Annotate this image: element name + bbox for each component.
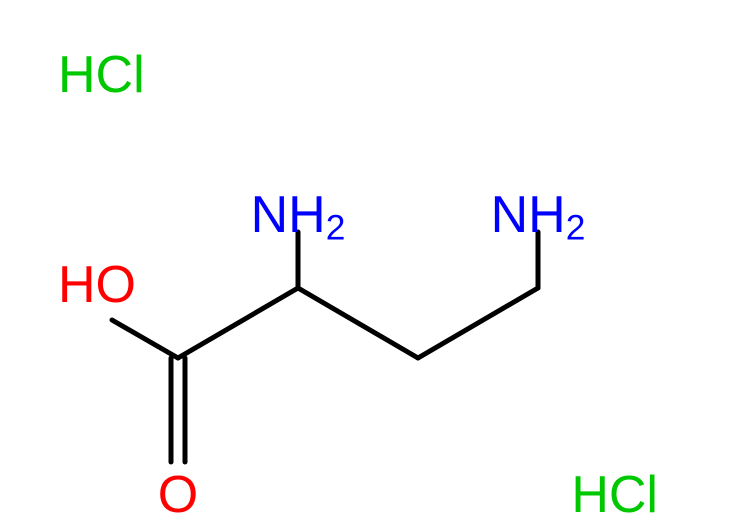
atom-label-n2: NH2 — [491, 186, 586, 248]
atom-label-main: HCl — [58, 46, 145, 104]
bond-4 — [298, 288, 418, 358]
molecule-canvas: HOONH2NH2HClHCl — [0, 0, 740, 523]
atom-label-hcl1: HCl — [58, 46, 145, 104]
bond-0 — [112, 320, 178, 358]
atom-label-o2: O — [158, 466, 198, 523]
bond-5 — [418, 288, 538, 358]
atom-label-main: NH — [491, 186, 566, 244]
atom-label-n1: NH2 — [251, 186, 346, 248]
atom-label-oh: HO — [58, 256, 136, 314]
bond-2 — [178, 288, 298, 358]
atom-label-main: HCl — [571, 466, 658, 523]
atom-label-hcl2: HCl — [571, 466, 658, 523]
atom-label-sub: 2 — [566, 209, 586, 248]
atom-label-sub: 2 — [326, 209, 346, 248]
atom-label-main: NH — [251, 186, 326, 244]
atom-label-main: HO — [58, 256, 136, 314]
atom-label-main: O — [158, 466, 198, 523]
